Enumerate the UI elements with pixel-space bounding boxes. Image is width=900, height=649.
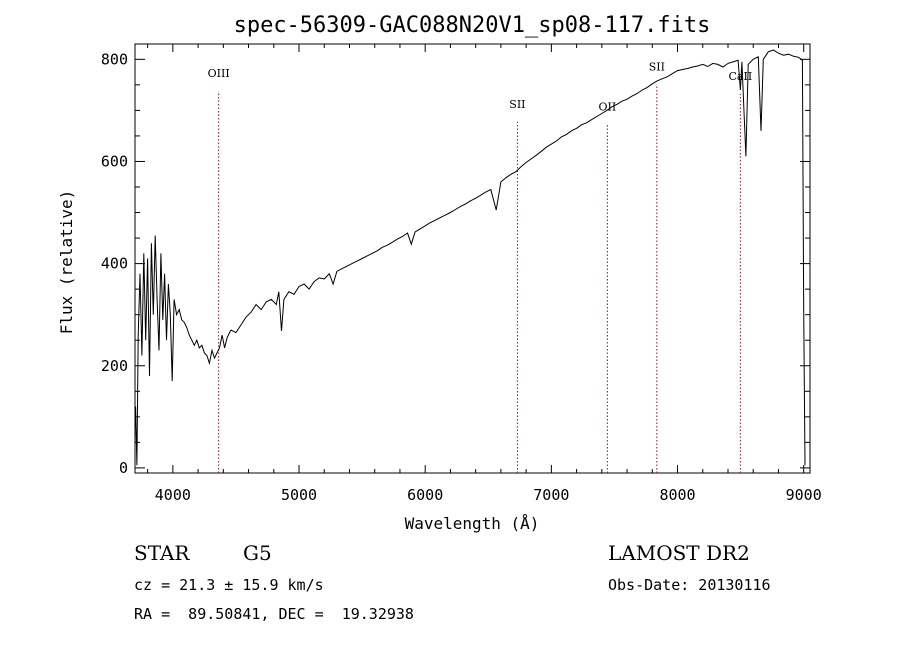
- x-tick-label: 7000: [533, 486, 569, 504]
- spectral-line-label: CaII: [729, 70, 753, 83]
- object-subclass: G5: [243, 541, 272, 565]
- redshift-cz: cz = 21.3 ± 15.9 km/s: [134, 576, 324, 594]
- sky-coordinates: RA = 89.50841, DEC = 19.32938: [134, 605, 414, 623]
- spectral-line-markers: OIII SII OII SII CaII: [208, 61, 753, 473]
- axis-ticks: 4000 5000 6000 7000 8000 9000 0 200 400 600 800: [101, 44, 822, 504]
- x-tick-label: 4000: [155, 486, 191, 504]
- spectral-line-label: SII: [649, 61, 665, 74]
- x-axis-label: Wavelength (Å): [405, 514, 540, 533]
- spectral-line-label: OIII: [208, 67, 230, 80]
- plot-frame: [134, 43, 811, 474]
- y-tick-label: 0: [119, 459, 128, 477]
- object-class: STAR: [134, 541, 190, 565]
- observation-date: Obs-Date: 20130116: [608, 576, 771, 594]
- x-tick-label: 6000: [407, 486, 443, 504]
- y-tick-label: 600: [101, 152, 128, 170]
- x-tick-label: 5000: [281, 486, 317, 504]
- spectral-line-label: SII: [509, 98, 525, 111]
- spectral-line-label: OII: [599, 100, 617, 113]
- survey-name: LAMOST DR2: [608, 541, 750, 565]
- y-axis-label: Flux (relative): [57, 190, 76, 335]
- y-tick-label: 400: [101, 255, 128, 273]
- spectrum-series-line: [135, 49, 806, 466]
- x-tick-label: 9000: [786, 486, 822, 504]
- y-tick-label: 200: [101, 357, 128, 375]
- x-tick-label: 8000: [659, 486, 695, 504]
- y-tick-label: 800: [101, 50, 128, 68]
- chart-title: spec-56309-GAC088N20V1_sp08-117.fits: [234, 13, 711, 38]
